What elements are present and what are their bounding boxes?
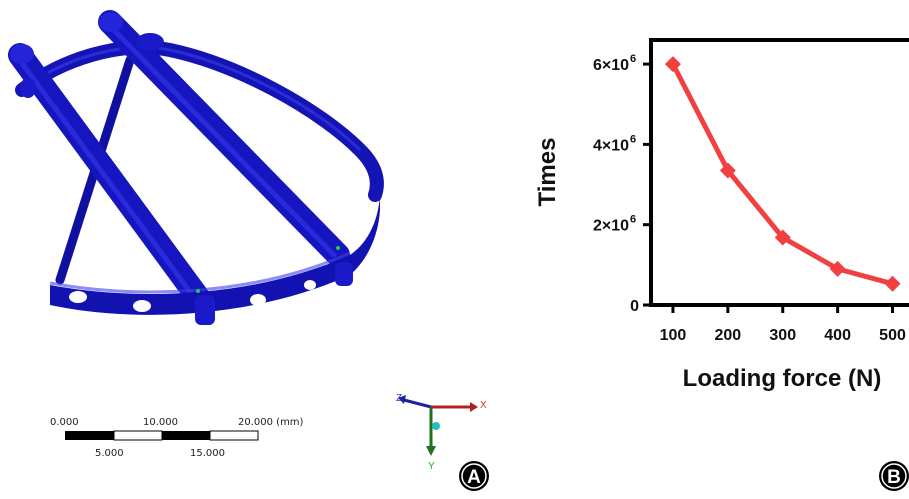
scale-label-10: 10.000 [143,417,178,428]
x-tick-label: 100 [660,327,687,344]
data-point [719,162,736,179]
plate-hole [69,291,87,303]
triad-x-label: X [480,400,487,411]
chart-series [664,56,901,292]
plate-hole [133,300,151,312]
y-tick-exponent: 6 [630,214,636,226]
y-tick-exponent: 6 [630,53,636,65]
panel-label-b: B [879,461,909,491]
x-tick-label: 200 [714,327,741,344]
scale-bar: 0.000 10.000 20.000 (mm) 5.000 15.000 [50,417,304,459]
y-tick-label: 4×10 [593,137,629,154]
x-axis-title: Loading force (N) [683,365,882,392]
rod-front [8,43,212,312]
triad-y-label: Y [428,461,435,472]
y-tick-label: 0 [630,298,639,315]
triad-z-label: Z [396,393,402,404]
svg-text:B: B [887,467,901,488]
x-tick-label: 300 [769,327,796,344]
rod-back [98,10,350,267]
data-point [829,260,846,277]
x-tick-label: 400 [824,327,851,344]
scale-label-15: 15.000 [190,448,225,459]
x-tick-label: 500 [879,327,906,344]
panel-b: 0 2×10 6 4×10 6 6×10 6 100 200 300 400 500 Times Lo… [520,0,909,494]
data-point [664,56,681,73]
panel-label-a: A [459,461,489,491]
plate-hole [250,294,266,306]
front-plate [49,195,380,325]
scale-label-20: 20.000 (mm) [238,417,304,428]
panel-a: 0.000 10.000 20.000 (mm) 5.000 15.000 X … [8,10,489,491]
data-point [774,229,791,246]
svg-text:A: A [467,467,481,488]
data-point [884,275,901,292]
scale-label-0: 0.000 [50,417,79,428]
y-tick-label: 6×10 [593,57,629,74]
plate-hole [304,280,316,290]
y-tick-label: 2×10 [593,218,629,235]
scale-label-5: 5.000 [95,448,124,459]
y-axis-title: Times [534,138,561,207]
model-canvas: 0.000 10.000 20.000 (mm) 5.000 15.000 X … [8,10,489,491]
coordinate-triad: X Y Z [396,393,487,472]
chart-axes [649,38,909,307]
y-tick-exponent: 6 [630,133,636,145]
series-line [670,62,894,287]
